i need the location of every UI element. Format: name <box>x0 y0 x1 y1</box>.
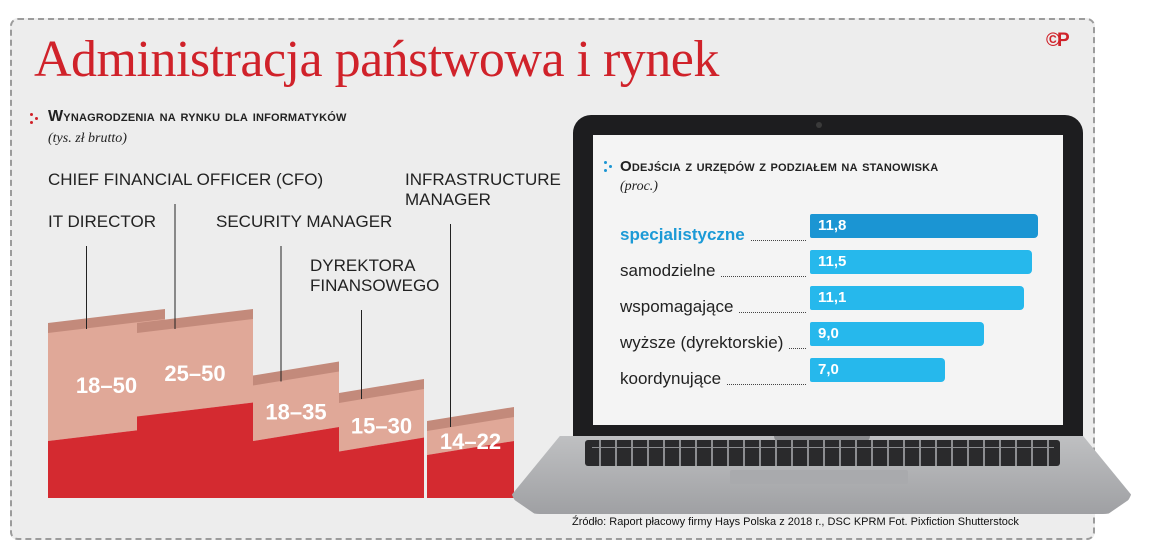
page-title: Administracja państwowa i rynek <box>34 31 719 88</box>
bar-range-segment <box>48 319 165 441</box>
category-label-line: INFRASTRUCTURE <box>405 170 561 189</box>
bar-base-segment <box>339 437 424 498</box>
dotted-leader <box>721 276 806 277</box>
bullet-dots-icon <box>604 161 614 173</box>
departures-category-label: wyższe (dyrektorskie) <box>620 333 784 352</box>
bar-base-segment <box>137 402 253 498</box>
category-label: INFRASTRUCTURE MANAGER <box>405 170 561 210</box>
bar-range-segment <box>137 319 253 417</box>
dotted-leader <box>750 240 806 241</box>
category-label: CHIEF FINANCIAL OFFICER (CFO) <box>48 170 323 190</box>
departures-bar-value: 11,8 <box>818 217 847 234</box>
bar-value-label: 18–50 <box>76 373 137 398</box>
departures-bar-value: 11,5 <box>818 253 847 270</box>
bar-base-segment <box>253 427 339 498</box>
bar-top-face <box>253 361 339 388</box>
departures-bar <box>810 214 1038 238</box>
category-label-line: MANAGER <box>405 190 491 209</box>
departures-bar <box>810 286 1025 310</box>
bar-value-label: 15–30 <box>351 413 412 438</box>
category-label-line: IT DIRECTOR <box>48 212 156 231</box>
departures-bar <box>810 358 946 382</box>
salary-chart-title: Wynagrodzenia na rynku dla informatyków <box>48 108 347 125</box>
laptop-hinge-notch <box>774 436 870 442</box>
departures-category-label: samodzielne <box>620 261 716 280</box>
bar-value-label: 18–35 <box>265 399 326 424</box>
departures-category-label: wspomagające <box>620 297 734 316</box>
bar-base-segment <box>427 441 514 498</box>
source-footnote: Źródło: Raport płacowy firmy Hays Polska… <box>572 516 1019 528</box>
bar-top-face <box>48 309 165 335</box>
bar-range-segment <box>253 371 339 441</box>
bar-range-segment <box>339 389 424 452</box>
category-label: IT DIRECTOR <box>48 212 156 232</box>
keyboard-icon <box>585 440 1060 466</box>
departures-chart-title: Odejścia z urzędów z podziałem na stanow… <box>620 158 939 175</box>
departures-bar-value: 11,1 <box>818 289 847 306</box>
publisher-logo: ©P <box>1046 30 1070 51</box>
bar-top-face <box>427 407 514 433</box>
salary-bar-chart: 18–50 25–50 18–35 15–30 14–22 <box>48 204 514 498</box>
bar-base-segment <box>48 427 165 498</box>
departures-bar-value: 9,0 <box>818 325 839 342</box>
bullet-dots-icon <box>30 113 40 125</box>
category-label-line: CHIEF FINANCIAL OFFICER (CFO) <box>48 170 324 189</box>
dotted-leader <box>727 384 806 385</box>
bar-value-label: 25–50 <box>164 361 225 386</box>
category-label-line: DYREKTORA <box>310 256 416 275</box>
departures-bar <box>810 322 984 346</box>
salary-chart-subtitle: (tys. zł brutto) <box>48 131 127 146</box>
dotted-leader <box>739 312 806 313</box>
departures-bar-value: 7,0 <box>818 361 839 378</box>
departures-category-label: specjalistyczne <box>620 225 745 244</box>
category-label-line: FINANSOWEGO <box>310 276 440 295</box>
touchpad-icon <box>730 470 908 484</box>
category-label-line: SECURITY MANAGER <box>216 212 393 231</box>
departures-chart-subtitle: (proc.) <box>620 179 658 194</box>
bar-value-label: 14–22 <box>440 429 501 454</box>
bar-top-face <box>339 379 424 405</box>
departures-category-label: koordynujące <box>620 369 722 388</box>
category-label: SECURITY MANAGER <box>216 212 392 232</box>
camera-icon <box>816 122 822 128</box>
bar-top-face <box>137 309 253 335</box>
bar-range-segment <box>427 417 514 455</box>
dotted-leader <box>789 348 806 349</box>
category-label: DYREKTORA FINANSOWEGO <box>310 256 439 296</box>
departures-bar <box>810 250 1032 274</box>
